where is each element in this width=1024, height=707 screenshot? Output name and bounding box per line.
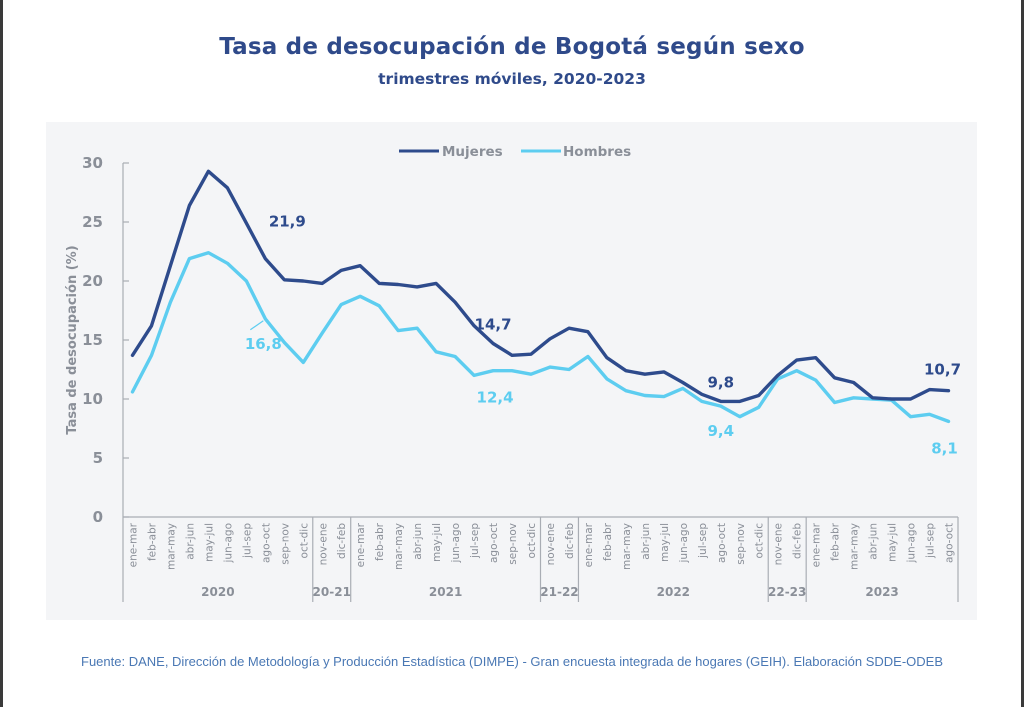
x-tick-label: ene-mar	[811, 522, 823, 567]
x-tick-label: ene-mar	[583, 522, 595, 567]
x-tick-label: sep-nov	[507, 523, 519, 565]
x-tick-label: may-jul	[431, 523, 443, 562]
x-tick-label: nov-ene	[317, 523, 329, 565]
x-tick-label: may-jul	[203, 523, 215, 562]
y-tick-label: 5	[93, 449, 103, 467]
x-tick-label: dic-feb	[336, 523, 348, 559]
x-tick-label: feb-abr	[830, 522, 842, 561]
data-label-mujeres: 9,8	[707, 373, 734, 391]
data-label-hombres: 8,1	[931, 439, 958, 457]
x-tick-label: jul-sep	[925, 523, 937, 559]
x-tick-label: ene-mar	[355, 522, 367, 567]
x-tick-label: ago-oct	[944, 523, 956, 563]
x-tick-label: ene-mar	[127, 522, 139, 567]
x-tick-label: dic-feb	[564, 523, 576, 559]
x-tick-label: oct-dic	[526, 523, 538, 559]
x-tick-label: nov-ene	[773, 523, 785, 565]
x-tick-label: jun-ago	[222, 523, 234, 564]
series-line-hombres	[130, 250, 951, 424]
x-tick-label: mar-may	[621, 523, 633, 570]
data-label-mujeres: 14,7	[475, 316, 512, 334]
x-group-label: 2021	[429, 585, 462, 599]
x-group-label: 20-21	[313, 585, 351, 599]
x-tick-label: jul-sep	[241, 523, 253, 559]
x-tick-label: may-jul	[887, 523, 899, 562]
y-axis-title: Tasa de desocupación (%)	[65, 245, 80, 434]
x-tick-label: dic-feb	[792, 523, 804, 559]
x-tick-label: mar-may	[393, 523, 405, 570]
x-tick-label: ago-oct	[716, 523, 728, 563]
y-tick-label: 10	[82, 390, 103, 408]
x-tick-label: sep-nov	[279, 523, 291, 565]
y-tick-label: 0	[93, 508, 103, 526]
x-tick-label: feb-abr	[146, 522, 158, 561]
source-note: Fuente: DANE, Dirección de Metodología y…	[81, 654, 943, 669]
chart-subtitle: trimestres móviles, 2020-2023	[378, 70, 646, 88]
y-tick-label: 30	[82, 154, 103, 172]
x-tick-label: jul-sep	[697, 523, 709, 559]
x-tick-label: jun-ago	[678, 523, 690, 564]
x-group-label: 21-22	[540, 585, 578, 599]
x-tick-label: oct-dic	[298, 523, 310, 559]
x-tick-label: abr-jun	[412, 523, 424, 560]
data-label-hombres: 9,4	[707, 422, 734, 440]
x-tick-label: ago-oct	[488, 523, 500, 563]
y-tick-label: 15	[82, 331, 103, 349]
x-tick-label: mar-may	[849, 523, 861, 570]
x-tick-label: may-jul	[659, 523, 671, 562]
series-line-mujeres	[130, 169, 951, 404]
y-tick-label: 20	[82, 272, 103, 290]
x-tick-label: abr-jun	[640, 523, 652, 560]
x-group-label: 22-23	[768, 585, 806, 599]
x-group-label: 2023	[865, 585, 898, 599]
x-tick-label: jun-ago	[450, 523, 462, 564]
x-group-label: 2022	[657, 585, 690, 599]
data-label-mujeres: 10,7	[924, 361, 961, 379]
data-label-hombres: 12,4	[477, 389, 514, 407]
window-border-right	[1021, 0, 1024, 707]
data-label-hombres: 16,8	[245, 335, 282, 353]
window-border-left	[0, 0, 3, 707]
x-tick-label: abr-jun	[868, 523, 880, 560]
x-tick-label: feb-abr	[374, 522, 386, 561]
legend-label-mujeres: Mujeres	[442, 144, 503, 160]
x-group-label: 2020	[201, 585, 234, 599]
x-tick-label: nov-ene	[545, 523, 557, 565]
x-tick-label: mar-may	[165, 523, 177, 570]
data-label-mujeres: 21,9	[269, 213, 306, 231]
x-tick-label: feb-abr	[602, 522, 614, 561]
x-tick-label: oct-dic	[754, 523, 766, 559]
chart-title: Tasa de desocupación de Bogotá según sex…	[219, 34, 805, 60]
annotation-leader-line	[249, 320, 264, 331]
x-tick-label: sep-nov	[735, 523, 747, 565]
x-tick-label: jun-ago	[906, 523, 918, 564]
x-tick-label: ago-oct	[260, 523, 272, 563]
y-tick-label: 25	[82, 213, 103, 231]
legend-label-hombres: Hombres	[563, 144, 631, 160]
x-tick-label: abr-jun	[184, 523, 196, 560]
x-tick-label: jul-sep	[469, 523, 481, 559]
